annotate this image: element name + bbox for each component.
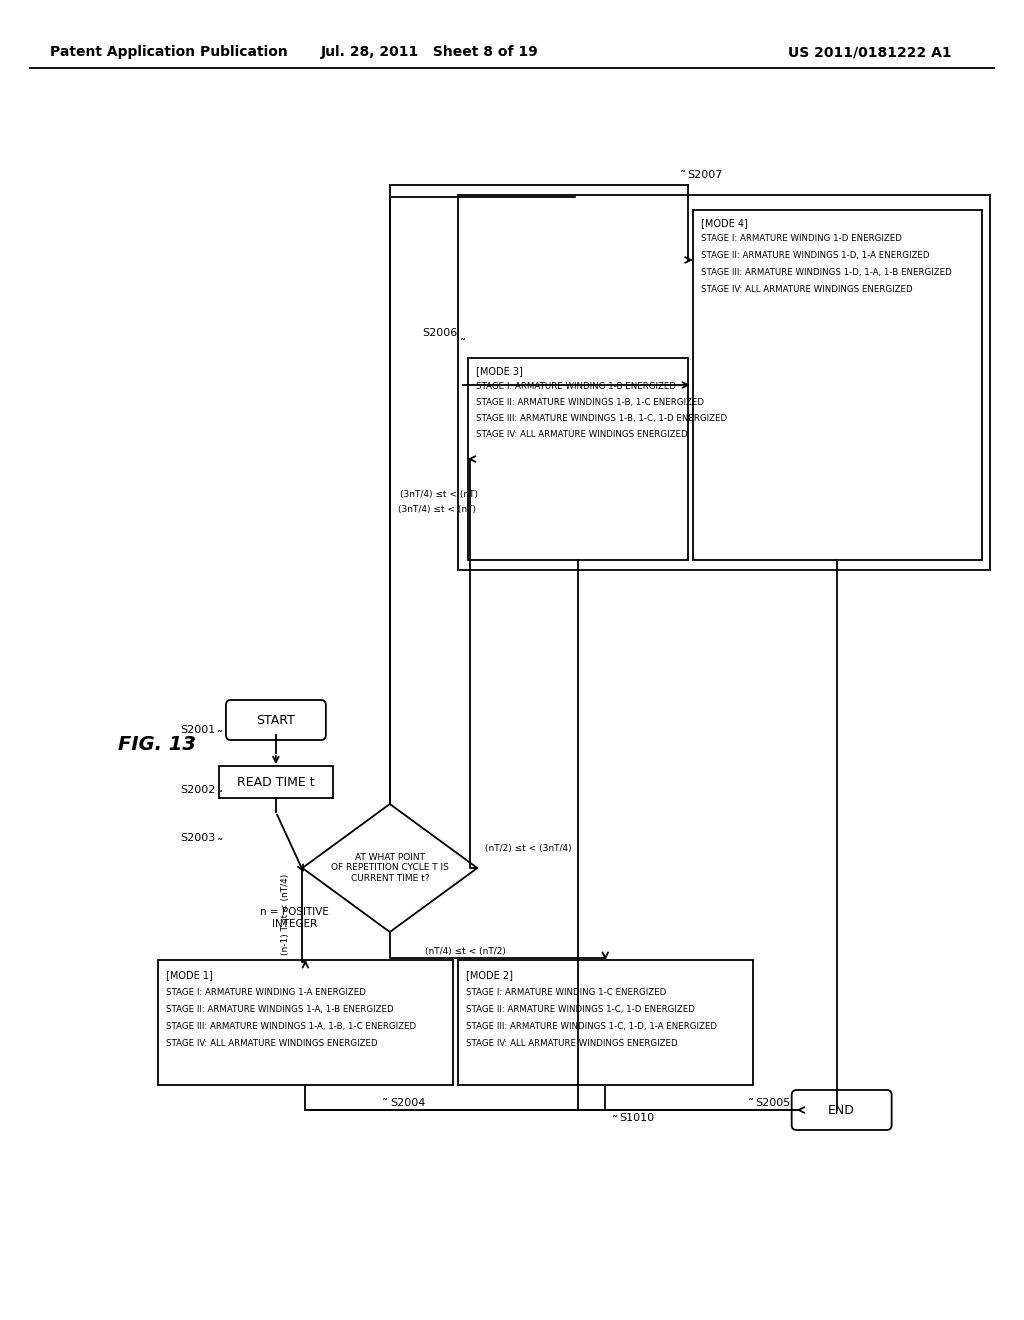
Text: ˜: ˜	[217, 730, 223, 743]
Bar	[158, 960, 453, 1085]
FancyBboxPatch shape	[226, 700, 326, 741]
Bar	[458, 960, 753, 1085]
Text: (3nT/4) ≤t < (nT): (3nT/4) ≤t < (nT)	[399, 490, 478, 499]
Text: END: END	[828, 1104, 855, 1117]
Bar	[468, 358, 688, 560]
Text: ˜: ˜	[217, 789, 223, 803]
Text: STAGE III: ARMATURE WINDINGS 1-C, 1-D, 1-A ENERGIZED: STAGE III: ARMATURE WINDINGS 1-C, 1-D, 1…	[466, 1022, 717, 1031]
Text: STAGE II: ARMATURE WINDINGS 1-A, 1-B ENERGIZED: STAGE II: ARMATURE WINDINGS 1-A, 1-B ENE…	[166, 1005, 393, 1014]
Text: (nT/4) ≤t < (nT/2): (nT/4) ≤t < (nT/2)	[425, 946, 506, 956]
Text: ˜: ˜	[217, 838, 223, 851]
Text: S2005: S2005	[756, 1098, 791, 1107]
Text: (n-1) T≤t < (nT/4): (n-1) T≤t < (nT/4)	[282, 874, 291, 954]
Text: n = POSITIVE
INTEGER: n = POSITIVE INTEGER	[260, 907, 330, 929]
Text: STAGE IV: ALL ARMATURE WINDINGS ENERGIZED: STAGE IV: ALL ARMATURE WINDINGS ENERGIZE…	[476, 430, 687, 440]
Text: Patent Application Publication: Patent Application Publication	[50, 45, 288, 59]
Text: [MODE 2]: [MODE 2]	[466, 970, 513, 979]
Text: ˜: ˜	[748, 1098, 754, 1111]
Text: ˜: ˜	[611, 1115, 618, 1129]
Text: STAGE I: ARMATURE WINDING 1-C ENERGIZED: STAGE I: ARMATURE WINDING 1-C ENERGIZED	[466, 987, 666, 997]
Text: ˜: ˜	[460, 338, 466, 351]
Text: S2006: S2006	[423, 327, 458, 338]
Bar	[458, 195, 989, 570]
Text: STAGE I: ARMATURE WINDING 1-D ENERGIZED: STAGE I: ARMATURE WINDING 1-D ENERGIZED	[700, 234, 901, 243]
Text: ˜: ˜	[680, 170, 686, 183]
Bar	[219, 766, 333, 799]
Polygon shape	[302, 804, 477, 932]
Text: START: START	[256, 714, 295, 726]
Text: STAGE II: ARMATURE WINDINGS 1-D, 1-A ENERGIZED: STAGE II: ARMATURE WINDINGS 1-D, 1-A ENE…	[700, 251, 929, 260]
Text: STAGE IV: ALL ARMATURE WINDINGS ENERGIZED: STAGE IV: ALL ARMATURE WINDINGS ENERGIZE…	[700, 285, 912, 294]
Text: ˜: ˜	[382, 1098, 388, 1111]
Text: STAGE III: ARMATURE WINDINGS 1-D, 1-A, 1-B ENERGIZED: STAGE III: ARMATURE WINDINGS 1-D, 1-A, 1…	[700, 268, 951, 277]
FancyBboxPatch shape	[792, 1090, 892, 1130]
Text: STAGE IV: ALL ARMATURE WINDINGS ENERGIZED: STAGE IV: ALL ARMATURE WINDINGS ENERGIZE…	[166, 1039, 378, 1048]
Text: STAGE I: ARMATURE WINDING 1-B ENERGIZED: STAGE I: ARMATURE WINDING 1-B ENERGIZED	[476, 381, 676, 391]
Text: (nT/2) ≤t < (3nT/4): (nT/2) ≤t < (3nT/4)	[484, 843, 571, 853]
Text: STAGE III: ARMATURE WINDINGS 1-A, 1-B, 1-C ENERGIZED: STAGE III: ARMATURE WINDINGS 1-A, 1-B, 1…	[166, 1022, 416, 1031]
Text: [MODE 1]: [MODE 1]	[166, 970, 213, 979]
Text: STAGE II: ARMATURE WINDINGS 1-C, 1-D ENERGIZED: STAGE II: ARMATURE WINDINGS 1-C, 1-D ENE…	[466, 1005, 694, 1014]
Text: FIG. 13: FIG. 13	[118, 735, 196, 755]
Text: US 2011/0181222 A1: US 2011/0181222 A1	[787, 45, 951, 59]
Text: S2002: S2002	[180, 785, 216, 795]
Text: STAGE II: ARMATURE WINDINGS 1-B, 1-C ENERGIZED: STAGE II: ARMATURE WINDINGS 1-B, 1-C ENE…	[476, 399, 703, 407]
Text: S2003: S2003	[180, 833, 216, 843]
Text: S2001: S2001	[180, 725, 216, 735]
Bar	[692, 210, 982, 560]
Text: STAGE IV: ALL ARMATURE WINDINGS ENERGIZED: STAGE IV: ALL ARMATURE WINDINGS ENERGIZE…	[466, 1039, 678, 1048]
Text: [MODE 3]: [MODE 3]	[476, 366, 522, 376]
Text: STAGE I: ARMATURE WINDING 1-A ENERGIZED: STAGE I: ARMATURE WINDING 1-A ENERGIZED	[166, 987, 366, 997]
Text: AT WHAT POINT
OF REPETITION CYCLE T IS
CURRENT TIME t?: AT WHAT POINT OF REPETITION CYCLE T IS C…	[331, 853, 449, 883]
Text: STAGE III: ARMATURE WINDINGS 1-B, 1-C, 1-D ENERGIZED: STAGE III: ARMATURE WINDINGS 1-B, 1-C, 1…	[476, 414, 727, 422]
Text: [MODE 4]: [MODE 4]	[700, 218, 748, 228]
Text: S2004: S2004	[390, 1098, 425, 1107]
Text: READ TIME t: READ TIME t	[238, 776, 314, 788]
Text: Jul. 28, 2011   Sheet 8 of 19: Jul. 28, 2011 Sheet 8 of 19	[321, 45, 539, 59]
Text: S2007: S2007	[688, 170, 723, 180]
Text: (3nT/4) ≤t < (nT): (3nT/4) ≤t < (nT)	[398, 506, 476, 513]
Text: S1010: S1010	[620, 1113, 655, 1123]
